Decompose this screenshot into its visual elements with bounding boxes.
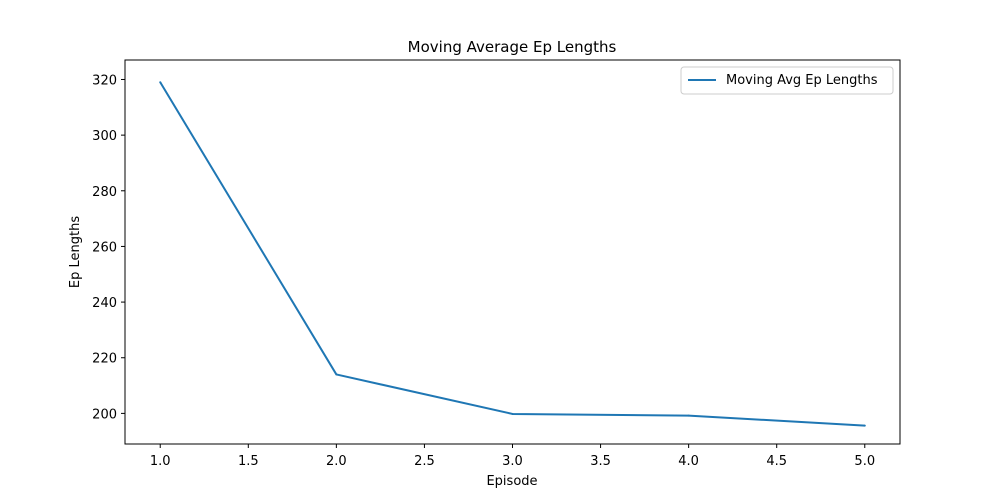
x-tick-label: 2.5 [414,454,435,469]
x-tick-label: 5.0 [854,454,875,469]
x-tick-label: 4.0 [678,454,699,469]
x-tick-label: 1.5 [238,454,259,469]
x-tick-label: 1.0 [150,454,171,469]
data-point [511,412,514,415]
data-point [687,414,690,417]
data-point [159,81,162,84]
x-tick-label: 3.0 [502,454,523,469]
y-tick-label: 260 [92,240,117,255]
legend-label: Moving Avg Ep Lengths [726,73,878,88]
chart-title: Moving Average Ep Lengths [408,38,617,56]
x-axis: 1.0 1.5 2.0 2.5 3.0 3.5 4.0 4.5 5.0 [150,444,875,469]
data-point [863,424,866,427]
y-tick-label: 240 [92,296,117,311]
x-axis-label: Episode [486,474,537,489]
y-axis-label: Ep Lengths [68,216,83,288]
x-tick-label: 3.5 [590,454,611,469]
x-tick-label: 4.5 [766,454,787,469]
y-tick-label: 280 [92,185,117,200]
y-tick-label: 200 [92,407,117,422]
y-tick-label: 300 [92,129,117,144]
y-axis: 200 220 240 260 280 300 320 [92,73,125,422]
legend: Moving Avg Ep Lengths [680,66,894,95]
x-tick-label: 2.0 [326,454,347,469]
y-tick-label: 220 [92,352,117,367]
y-tick-label: 320 [92,73,117,88]
plot-area [125,60,900,444]
plot-frame [124,59,901,445]
series-layer [159,81,866,427]
legend-box [680,66,894,95]
data-point [335,373,338,376]
